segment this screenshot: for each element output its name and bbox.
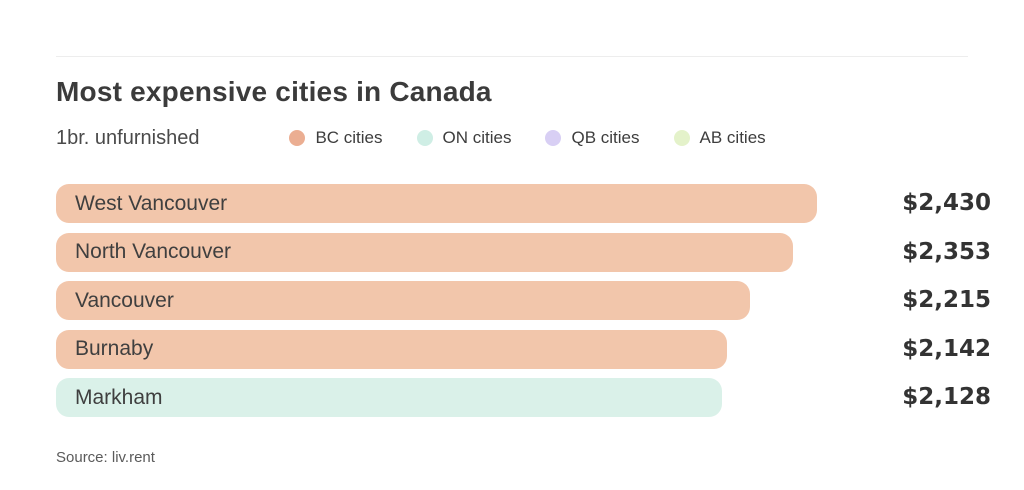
bar: West Vancouver <box>56 184 817 223</box>
chart-subtitle: 1br. unfurnished <box>56 126 200 149</box>
legend-item: AB cities <box>673 128 766 148</box>
bar: North Vancouver <box>56 232 793 272</box>
bar: Markham <box>56 378 722 417</box>
legend-item: ON cities <box>416 128 512 148</box>
bar-row: West Vancouver $2,430 <box>56 184 1024 223</box>
legend-item-label: ON cities <box>442 128 512 147</box>
bar-row: North Vancouver $2,353 <box>56 232 1024 272</box>
bar: Burnaby <box>56 329 727 369</box>
legend: BC cities ON cities QB cities AB cities <box>289 128 766 148</box>
bar-value-label: $2,215 <box>902 287 991 313</box>
chart-title: Most expensive cities in Canada <box>56 76 492 107</box>
bar-chart: West Vancouver $2,430 North Vancouver $2,35… <box>56 184 1024 417</box>
legend-item: QB cities <box>545 128 640 148</box>
bar-value-label: $2,142 <box>902 335 991 362</box>
legend-dot-icon <box>289 130 306 146</box>
legend-item-label: AB cities <box>699 128 766 147</box>
bar-category-label: North Vancouver <box>75 240 232 263</box>
legend-item-label: QB cities <box>571 128 640 147</box>
bar-category-label: West Vancouver <box>75 191 228 215</box>
legend-dot-icon <box>673 130 690 146</box>
bar-value-label: $2,128 <box>902 384 991 410</box>
legend-dot-icon <box>545 130 562 146</box>
bar-category-label: Vancouver <box>75 288 174 312</box>
bar-row: Markham $2,128 <box>56 378 1024 417</box>
source-note: Source: liv.rent <box>56 449 155 466</box>
bar-value-label: $2,430 <box>902 190 991 216</box>
legend-item-label: BC cities <box>315 128 383 147</box>
subtitle-row: 1br. unfurnished BC cities ON cities QB ci… <box>56 124 766 152</box>
bar-row: Vancouver $2,215 <box>56 281 1024 320</box>
bar-category-label: Markham <box>75 385 163 409</box>
bar: Vancouver <box>56 281 750 320</box>
legend-dot-icon <box>416 130 433 146</box>
legend-item: BC cities <box>289 128 383 148</box>
bar-row: Burnaby $2,142 <box>56 329 1024 369</box>
card-top-divider <box>56 56 968 57</box>
bar-value-label: $2,353 <box>902 238 991 265</box>
bar-category-label: Burnaby <box>75 337 154 360</box>
